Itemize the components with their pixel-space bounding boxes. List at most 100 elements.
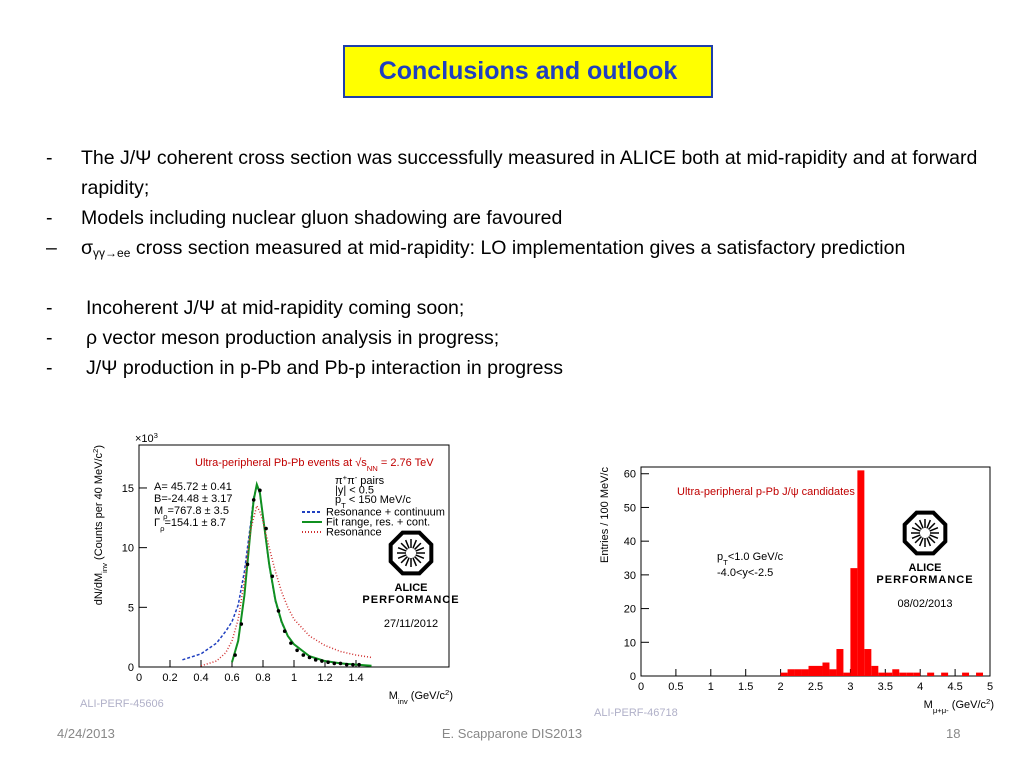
text-part: 2 xyxy=(91,449,100,453)
logo-ray xyxy=(929,526,939,532)
text-part: (Counts per 40 MeV/c xyxy=(93,452,105,563)
data-point xyxy=(245,562,250,567)
logo-ray xyxy=(926,519,932,529)
legend-label: Resonance + continuum xyxy=(326,507,445,519)
logo-ray xyxy=(918,537,924,547)
text-part: ρ vector meson production analysis in pr… xyxy=(86,327,500,349)
text-part: σ xyxy=(81,237,94,259)
logo-ray xyxy=(914,522,922,530)
bullet-text: ρ vector meson production analysis in pr… xyxy=(86,327,499,349)
x-tick-label: 0.2 xyxy=(162,672,177,684)
plot-title: Ultra-peripheral Pb-Pb events at √sNN = … xyxy=(195,457,434,473)
bullet-text: Incoherent J/Ψ at mid-rapidity coming so… xyxy=(86,297,464,319)
legend-label: Resonance xyxy=(326,527,382,539)
bullet: - Models including nuclear gluon shadowin… xyxy=(44,203,1004,233)
histogram-bar xyxy=(780,672,788,676)
text-part: dN/dM xyxy=(93,573,105,605)
plot-id: ALI-PERF-46718 xyxy=(594,707,678,719)
data-point xyxy=(239,622,244,626)
text-part: ×10 xyxy=(135,433,154,445)
bullet-text: The J/Ψ coherent cross section was succe… xyxy=(81,147,977,199)
x-tick-label: 4.5 xyxy=(947,681,962,693)
y-tick-label: 50 xyxy=(624,502,636,514)
data-point xyxy=(338,661,343,666)
bullet: - ρ vector meson production analysis in p… xyxy=(44,323,1004,353)
y-tick-label: 0 xyxy=(630,671,636,683)
histogram-bar xyxy=(857,470,865,676)
logo-ray xyxy=(412,539,418,549)
x-tick-label: 5 xyxy=(987,681,993,693)
x-tick-label: 4 xyxy=(917,681,923,693)
footer-page: 18 xyxy=(946,726,961,741)
data-point xyxy=(320,659,324,663)
bullet-text: Models including nuclear gluon shadowing… xyxy=(81,207,562,229)
logo-ray xyxy=(414,556,422,564)
text-part: cross section measured at mid-rapidity: … xyxy=(130,237,906,259)
logo-ray xyxy=(914,536,922,544)
multiplier: ×103 xyxy=(135,431,158,446)
logo-ray xyxy=(926,537,932,547)
text-part: M xyxy=(924,699,933,711)
text-part: Models including nuclear gluon shadowing… xyxy=(81,207,563,229)
text-part: |y| < 0.5 xyxy=(335,485,374,497)
logo-ray xyxy=(414,542,422,550)
x-tick-label: 1 xyxy=(708,681,714,693)
text-part: π xyxy=(335,475,343,487)
text-part: T xyxy=(723,558,728,567)
text-part: p xyxy=(335,494,341,506)
y-tick-label: 0 xyxy=(128,662,134,674)
cut-note: |y| < 0.5 xyxy=(335,485,374,497)
logo-ray xyxy=(928,522,936,530)
data-point xyxy=(301,653,306,657)
logo-ray xyxy=(397,554,407,560)
bullet-marker: - xyxy=(46,147,53,169)
histogram-bar xyxy=(927,672,935,676)
text-part: J/Ψ production in p-Pb and Pb-p interact… xyxy=(86,357,563,379)
logo-ray xyxy=(415,546,425,552)
logo-ray xyxy=(918,519,924,529)
text-part: ) xyxy=(990,699,994,711)
text-part: 2 xyxy=(445,688,449,697)
text-part: (GeV/c xyxy=(408,690,446,702)
logo-ray xyxy=(400,542,408,550)
data-point xyxy=(357,662,361,667)
logo-ray xyxy=(911,526,921,532)
histogram-bar xyxy=(808,665,816,676)
x-tick-label: 0.4 xyxy=(193,672,208,684)
logo-text: ALICE xyxy=(909,562,942,574)
text-part: inv xyxy=(398,697,408,706)
cut-note: pT < 150 MeV/c xyxy=(335,494,411,510)
histogram-bar xyxy=(822,662,830,676)
logo-subtext: PERFORMANCE xyxy=(876,574,973,586)
plot-title: Ultra-peripheral p-Pb J/ψ candidates xyxy=(677,486,855,498)
text-part: Ultra-peripheral Pb-Pb events at √s xyxy=(195,457,367,469)
bullet-list: - The J/Ψ coherent cross section was succ… xyxy=(44,143,1004,383)
histogram-bar xyxy=(843,672,851,676)
histogram-bar xyxy=(864,649,872,676)
histogram-bar xyxy=(794,669,802,676)
data-point xyxy=(351,662,355,667)
y-tick-label: 5 xyxy=(128,602,134,614)
histogram-bar xyxy=(899,672,907,676)
stat-note: B=-24.48 ± 3.17 xyxy=(154,493,233,505)
data-point xyxy=(289,641,293,645)
histogram-bar xyxy=(913,672,921,676)
cut-note: pT<1.0 GeV/c xyxy=(717,551,784,567)
bullet: – σγγ→ee cross section measured at mid-ra… xyxy=(44,233,1004,263)
logo-octagon xyxy=(902,510,948,556)
x-tick-label: 0.8 xyxy=(255,672,270,684)
text-part: =154.1 ± 8.7 xyxy=(164,517,225,529)
data-point xyxy=(295,648,299,653)
text-part: γγ→ee xyxy=(93,246,131,260)
data-point xyxy=(326,660,330,665)
text-part: Incoherent J/Ψ at mid-rapidity coming so… xyxy=(86,297,465,319)
text-part: Entries / 100 MeV/c xyxy=(599,467,611,563)
data-point xyxy=(332,661,337,666)
x-tick-label: 1 xyxy=(291,672,297,684)
histogram-bar xyxy=(787,669,795,676)
histogram-bar xyxy=(871,665,879,676)
text-part: ρ xyxy=(160,524,165,533)
text-part: The J/Ψ coherent cross section was succe… xyxy=(81,147,978,199)
text-part: NN xyxy=(367,464,378,473)
